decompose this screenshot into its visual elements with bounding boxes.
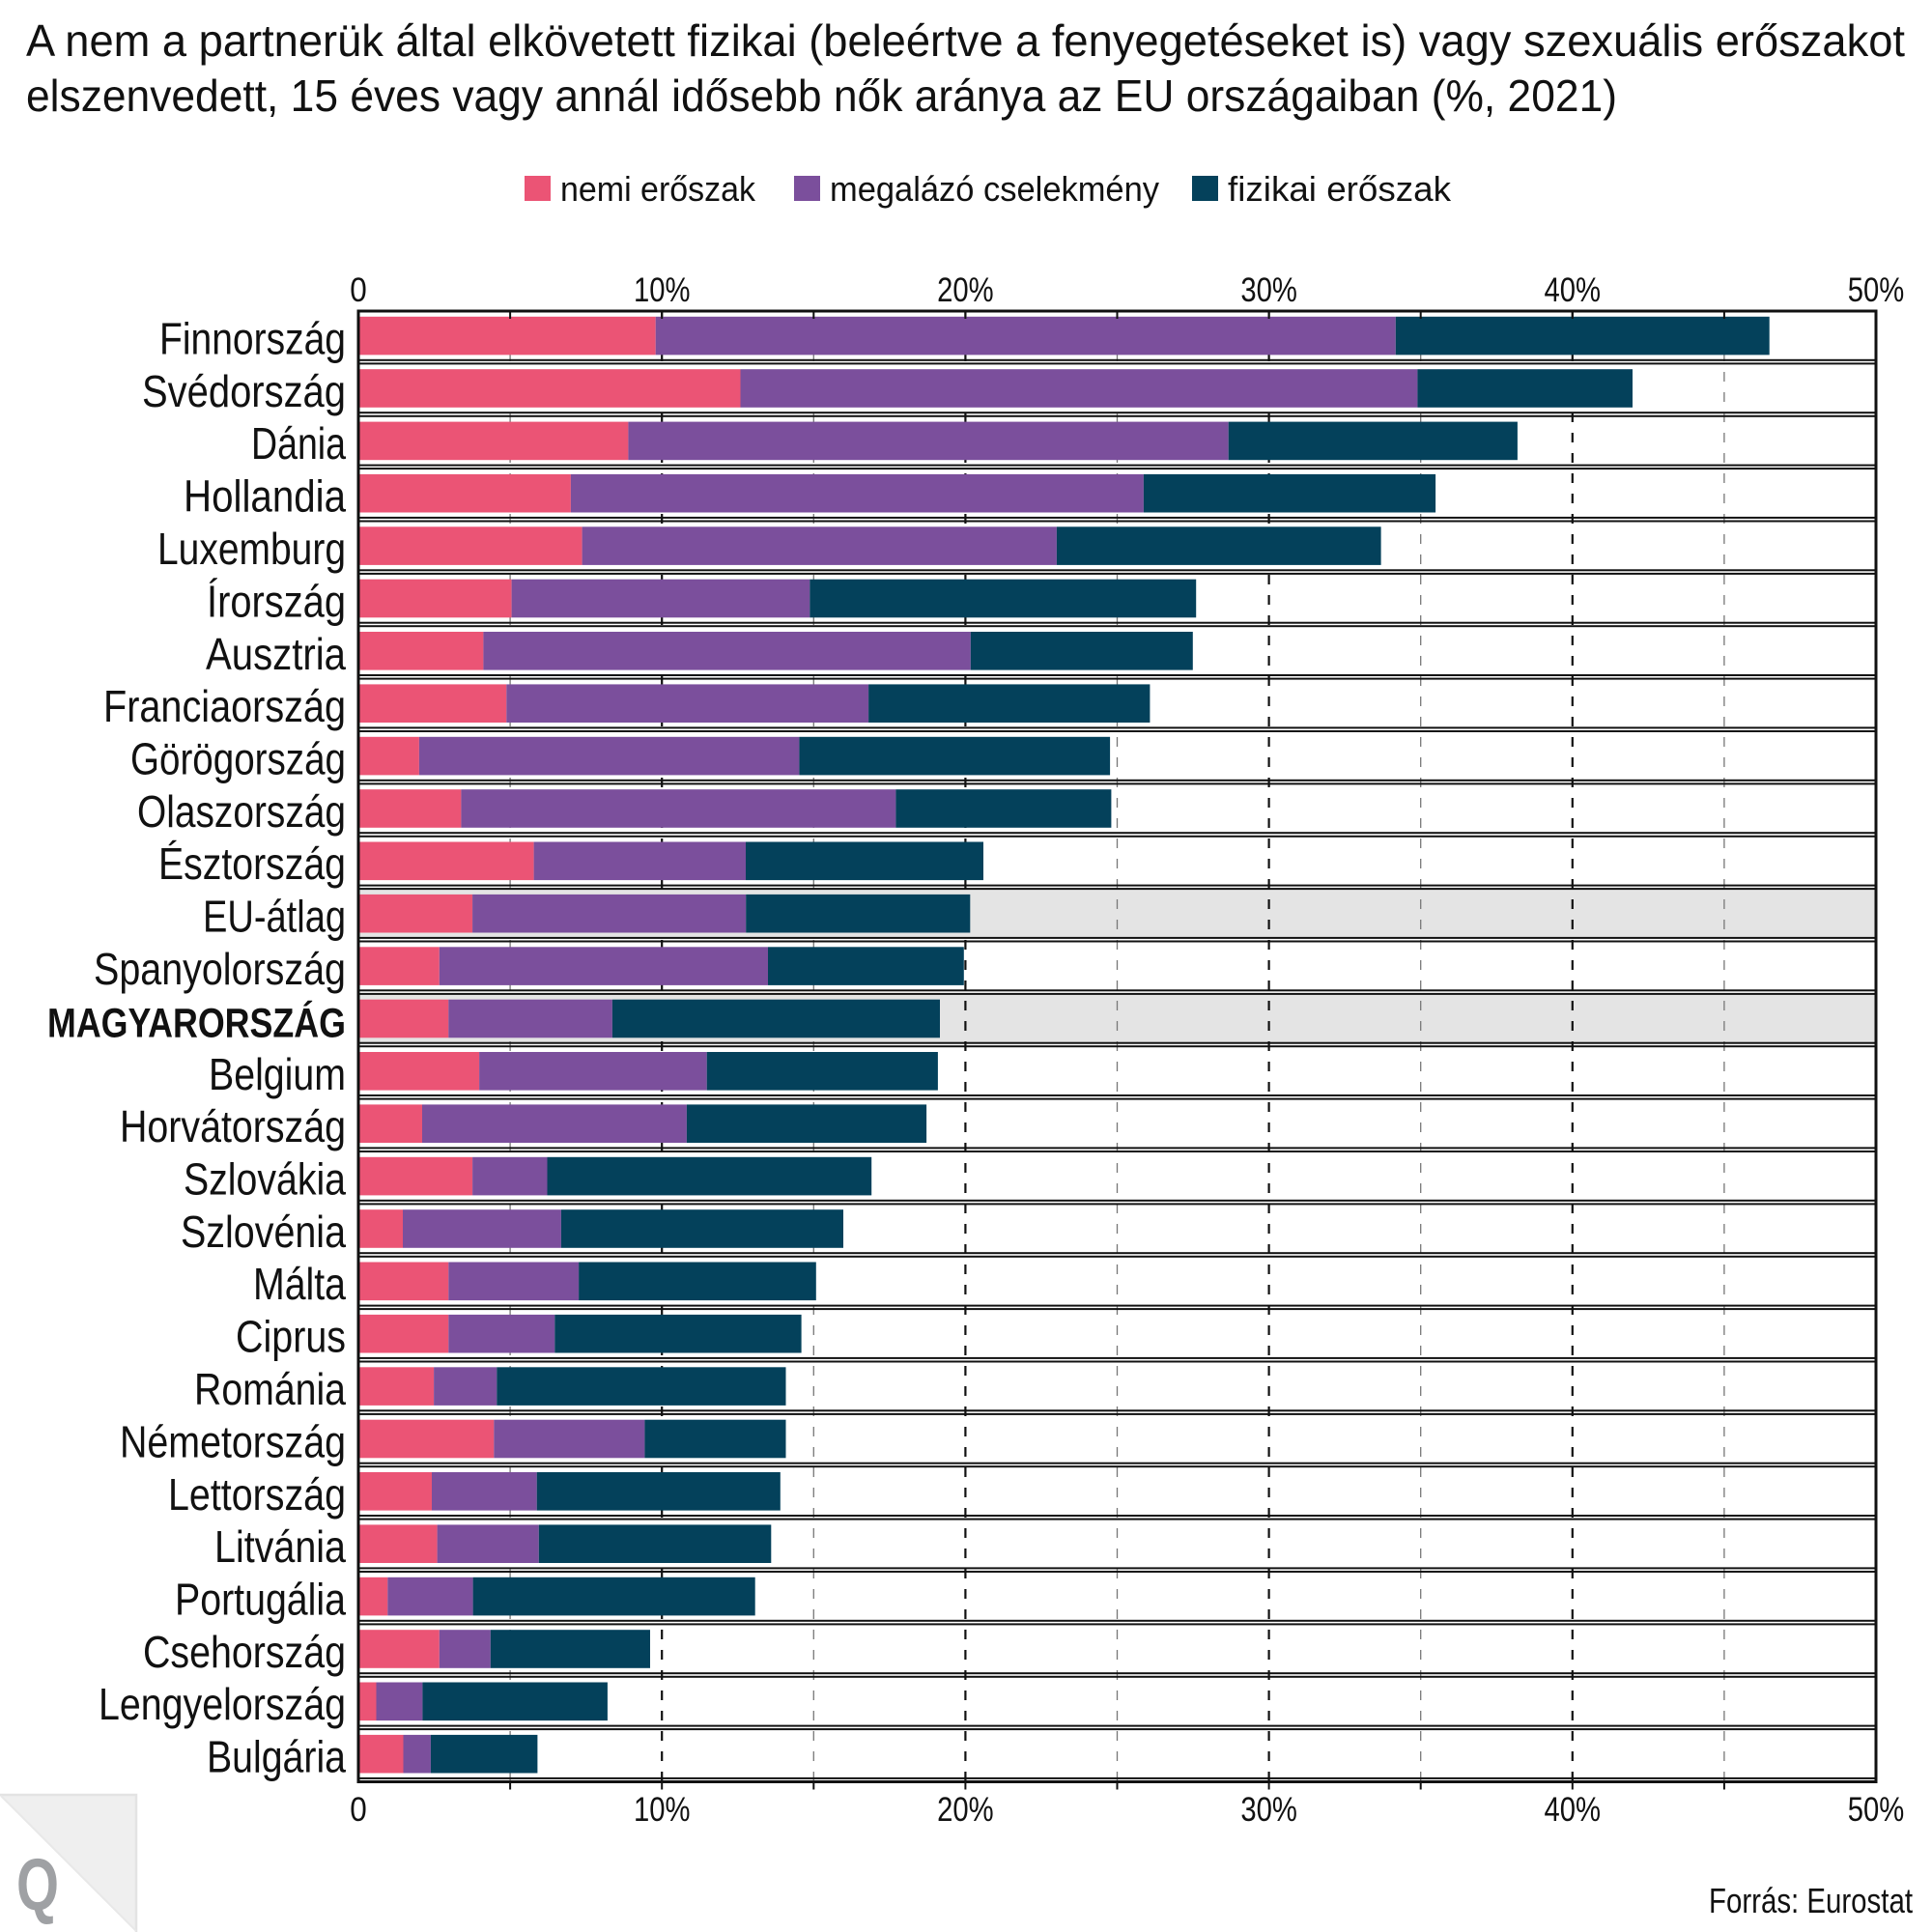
svg-text:megalázó cselekmény: megalázó cselekmény bbox=[830, 169, 1159, 209]
svg-text:fizikai erőszak: fizikai erőszak bbox=[1228, 169, 1452, 209]
svg-text:Dánia: Dánia bbox=[251, 418, 346, 469]
svg-text:Málta: Málta bbox=[253, 1259, 346, 1309]
svg-text:10%: 10% bbox=[634, 271, 691, 309]
svg-text:Portugália: Portugália bbox=[175, 1575, 346, 1625]
svg-text:30%: 30% bbox=[1240, 271, 1297, 309]
svg-text:50%: 50% bbox=[1848, 1791, 1905, 1829]
svg-text:Luxemburg: Luxemburg bbox=[157, 524, 346, 574]
svg-text:Románia: Románia bbox=[194, 1364, 346, 1414]
svg-text:Lettország: Lettország bbox=[168, 1469, 346, 1520]
svg-text:Írország: Írország bbox=[207, 576, 346, 626]
svg-text:Lengyelország: Lengyelország bbox=[99, 1679, 346, 1729]
svg-text:EU-átlag: EU-átlag bbox=[203, 892, 346, 942]
svg-text:20%: 20% bbox=[937, 271, 994, 309]
svg-text:Görögország: Görögország bbox=[130, 734, 346, 784]
svg-text:40%: 40% bbox=[1545, 1791, 1602, 1829]
svg-text:0: 0 bbox=[350, 1791, 367, 1829]
svg-text:Litvánia: Litvánia bbox=[214, 1521, 346, 1572]
svg-text:Belgium: Belgium bbox=[209, 1049, 346, 1099]
svg-text:0: 0 bbox=[350, 271, 367, 309]
svg-text:Szlovénia: Szlovénia bbox=[181, 1207, 346, 1257]
svg-text:Ciprus: Ciprus bbox=[236, 1312, 346, 1362]
svg-text:A nem a partnerük által elköve: A nem a partnerük által elkövetett fizik… bbox=[26, 15, 1905, 66]
svg-text:Bulgária: Bulgária bbox=[207, 1732, 346, 1782]
svg-text:Észtország: Észtország bbox=[158, 838, 346, 889]
svg-text:Hollandia: Hollandia bbox=[184, 471, 346, 522]
svg-text:Franciaország: Franciaország bbox=[103, 681, 346, 731]
svg-text:Q: Q bbox=[16, 1844, 59, 1926]
svg-text:Szlovákia: Szlovákia bbox=[184, 1154, 346, 1205]
svg-text:Csehország: Csehország bbox=[143, 1627, 346, 1677]
svg-text:Forrás: Eurostat: Forrás: Eurostat bbox=[1709, 1881, 1913, 1920]
svg-text:elszenvedett, 15 éves vagy ann: elszenvedett, 15 éves vagy annál idősebb… bbox=[26, 71, 1617, 121]
svg-text:Spanyolország: Spanyolország bbox=[94, 944, 346, 994]
svg-text:40%: 40% bbox=[1545, 271, 1602, 309]
svg-text:Horvátország: Horvátország bbox=[120, 1101, 346, 1151]
svg-text:50%: 50% bbox=[1848, 271, 1905, 309]
svg-text:Finnország: Finnország bbox=[159, 314, 346, 364]
svg-text:20%: 20% bbox=[937, 1791, 994, 1829]
svg-text:MAGYARORSZÁG: MAGYARORSZÁG bbox=[47, 1000, 346, 1046]
svg-text:10%: 10% bbox=[634, 1791, 691, 1829]
svg-text:Svédország: Svédország bbox=[142, 366, 346, 416]
svg-text:Németország: Németország bbox=[120, 1416, 346, 1466]
svg-text:Olaszország: Olaszország bbox=[137, 786, 346, 837]
svg-text:30%: 30% bbox=[1240, 1791, 1297, 1829]
svg-text:nemi erőszak: nemi erőszak bbox=[560, 169, 756, 209]
svg-text:Ausztria: Ausztria bbox=[206, 629, 346, 679]
